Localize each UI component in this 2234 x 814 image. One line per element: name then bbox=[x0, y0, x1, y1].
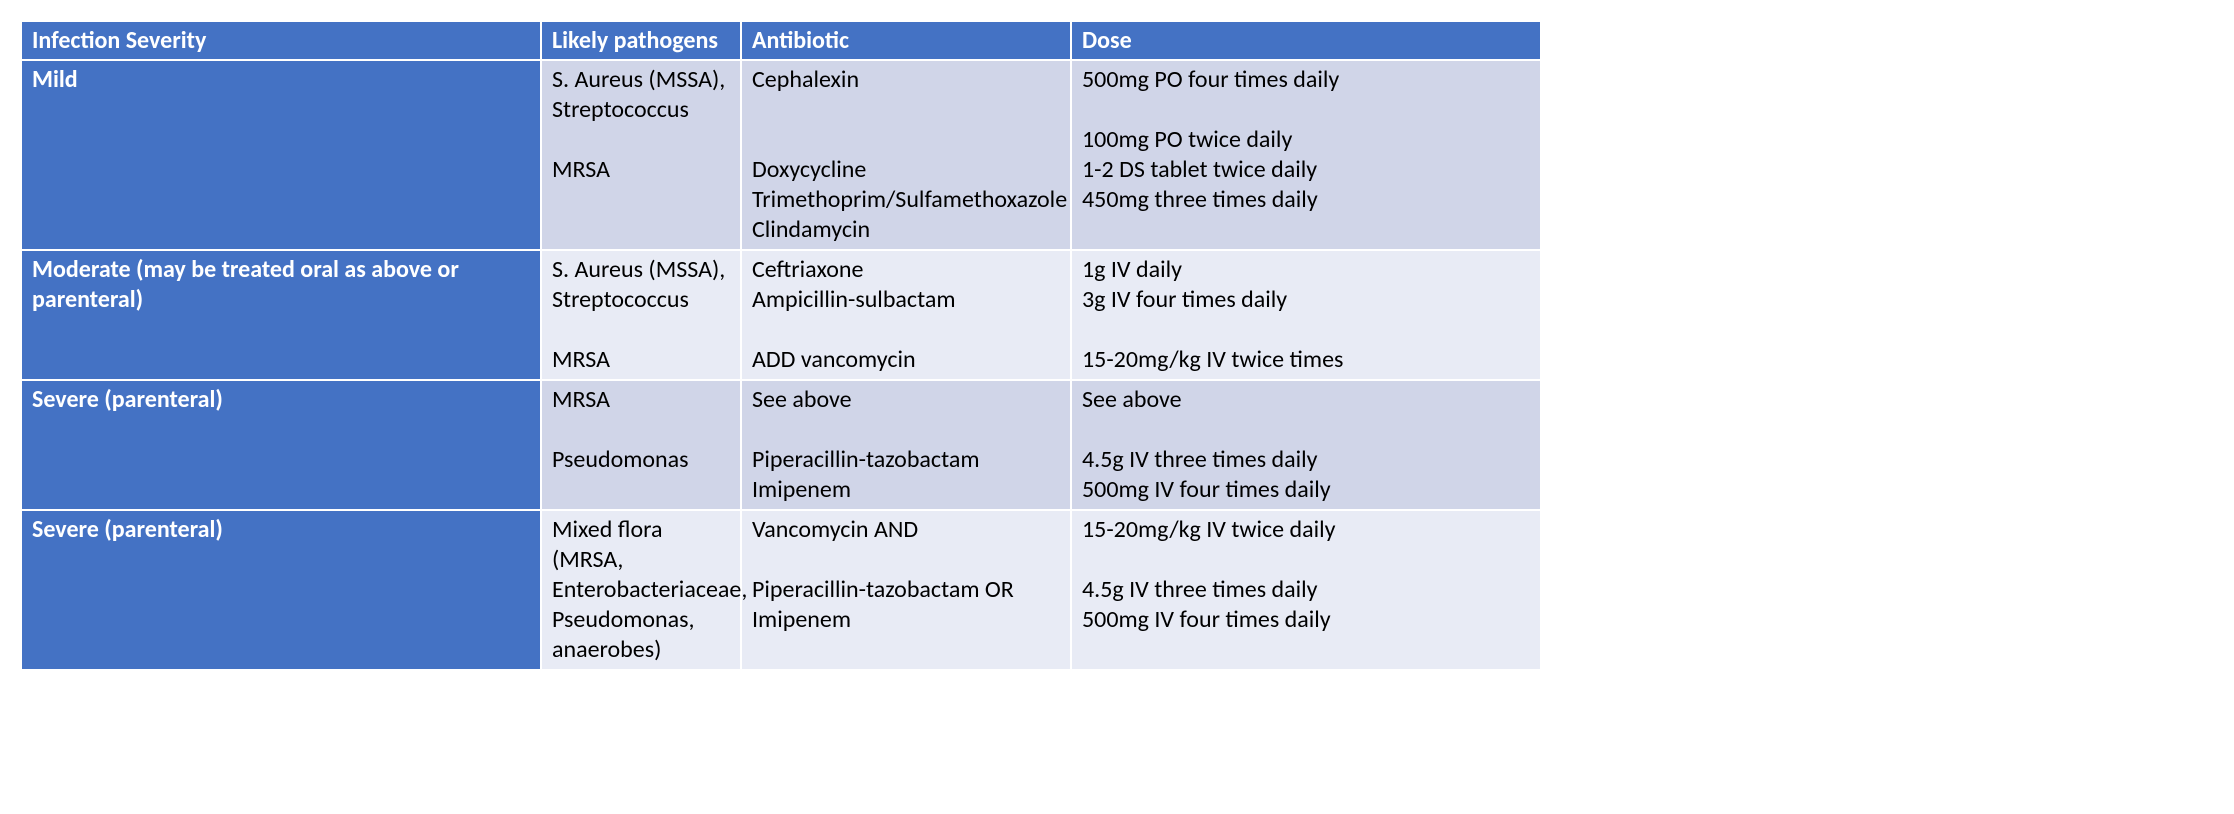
cell-pathogens: MRSA Pseudomonas bbox=[541, 380, 741, 510]
cell-severity: Mild bbox=[21, 60, 541, 250]
cell-severity: Severe (parenteral) bbox=[21, 510, 541, 670]
cell-pathogens: S. Aureus (MSSA), Streptococcus MRSA bbox=[541, 60, 741, 250]
col-antibiotic: Antibiotic bbox=[741, 21, 1071, 60]
col-dose: Dose bbox=[1071, 21, 1541, 60]
cell-dose: See above 4.5g IV three times daily 500m… bbox=[1071, 380, 1541, 510]
table-body: Mild S. Aureus (MSSA), Streptococcus MRS… bbox=[21, 60, 1541, 670]
cell-severity: Moderate (may be treated oral as above o… bbox=[21, 250, 541, 380]
cell-pathogens: Mixed flora (MRSA, Enterobacteriaceae, P… bbox=[541, 510, 741, 670]
cell-antibiotic: Vancomycin AND Piperacillin-tazobactam O… bbox=[741, 510, 1071, 670]
table-header-row: Infection Severity Likely pathogens Anti… bbox=[21, 21, 1541, 60]
table-row: Moderate (may be treated oral as above o… bbox=[21, 250, 1541, 380]
col-severity: Infection Severity bbox=[21, 21, 541, 60]
table-row: Severe (parenteral) MRSA Pseudomonas See… bbox=[21, 380, 1541, 510]
cell-antibiotic: See above Piperacillin-tazobactam Imipen… bbox=[741, 380, 1071, 510]
cell-pathogens: S. Aureus (MSSA), Streptococcus MRSA bbox=[541, 250, 741, 380]
antibiotic-table: Infection Severity Likely pathogens Anti… bbox=[20, 20, 1542, 671]
cell-dose: 500mg PO four times daily 100mg PO twice… bbox=[1071, 60, 1541, 250]
col-pathogens: Likely pathogens bbox=[541, 21, 741, 60]
table-row: Severe (parenteral) Mixed flora (MRSA, E… bbox=[21, 510, 1541, 670]
cell-antibiotic: Cephalexin Doxycycline Trimethoprim/Sulf… bbox=[741, 60, 1071, 250]
table-row: Mild S. Aureus (MSSA), Streptococcus MRS… bbox=[21, 60, 1541, 250]
cell-severity: Severe (parenteral) bbox=[21, 380, 541, 510]
cell-dose: 1g IV daily 3g IV four times daily 15-20… bbox=[1071, 250, 1541, 380]
cell-dose: 15-20mg/kg IV twice daily 4.5g IV three … bbox=[1071, 510, 1541, 670]
cell-antibiotic: Ceftriaxone Ampicillin-sulbactam ADD van… bbox=[741, 250, 1071, 380]
